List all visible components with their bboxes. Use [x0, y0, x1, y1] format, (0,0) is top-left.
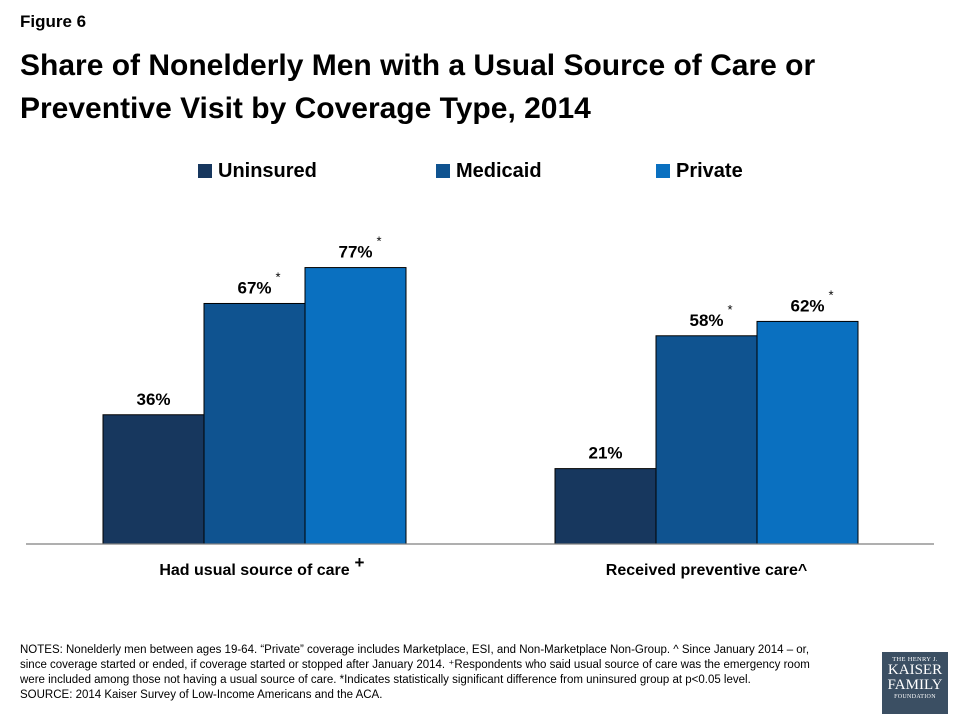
legend-swatch-private — [656, 164, 670, 178]
logo-line4: FOUNDATION — [894, 694, 936, 700]
significance-mark: * — [276, 269, 281, 284]
data-label: 36% — [136, 390, 170, 409]
category-label: Had usual source of care — [159, 562, 349, 579]
notes: NOTES: Nonelderly men between ages 19-64… — [20, 643, 870, 703]
category-label: Received preventive care^ — [606, 562, 807, 579]
legend-label-medicaid: Medicaid — [456, 160, 542, 182]
kff-logo: THE HENRY J. KAISER FAMILY FOUNDATION — [882, 652, 948, 714]
bar-medicaid-1 — [655, 335, 758, 545]
data-label: 21% — [588, 444, 622, 463]
data-label: 67% — [237, 278, 271, 297]
bar-medicaid-0 — [203, 302, 306, 545]
notes-line4: SOURCE: 2014 Kaiser Survey of Low-Income… — [20, 689, 383, 701]
notes-line2: since coverage started or ended, if cove… — [20, 659, 810, 671]
data-label: 62% — [790, 296, 824, 315]
bar-private-1 — [756, 320, 859, 545]
logo-line2: KAISER — [887, 662, 943, 678]
category-mark: + — [355, 553, 365, 572]
legend-label-uninsured: Uninsured — [218, 160, 317, 182]
legend-label-private: Private — [676, 160, 743, 182]
significance-mark: * — [377, 234, 382, 249]
chart-title: Share of Nonelderly Men with a Usual Sou… — [20, 44, 920, 130]
significance-mark: * — [728, 302, 733, 317]
figure-label: Figure 6 — [20, 12, 87, 31]
chart-title-line2: Preventive Visit by Coverage Type, 2014 — [20, 92, 591, 125]
bar-uninsured-0 — [102, 414, 205, 545]
legend-swatch-medicaid — [436, 164, 450, 178]
bar-chart: Uninsured Medicaid Private 36% 67% * 77% * Had u… — [26, 160, 934, 579]
bar-private-0 — [304, 267, 407, 545]
significance-mark: * — [829, 287, 834, 302]
logo-line3: FAMILY — [887, 677, 943, 693]
notes-line1: NOTES: Nonelderly men between ages 19-64… — [20, 644, 810, 656]
notes-line3: were included among those not having a u… — [20, 674, 751, 686]
bar-uninsured-1 — [554, 468, 657, 545]
logo-line1: THE HENRY J. — [892, 656, 938, 663]
data-label: 58% — [689, 311, 723, 330]
legend-swatch-uninsured — [198, 164, 212, 178]
chart-title-line1: Share of Nonelderly Men with a Usual Sou… — [20, 49, 816, 82]
data-label: 77% — [338, 243, 372, 262]
